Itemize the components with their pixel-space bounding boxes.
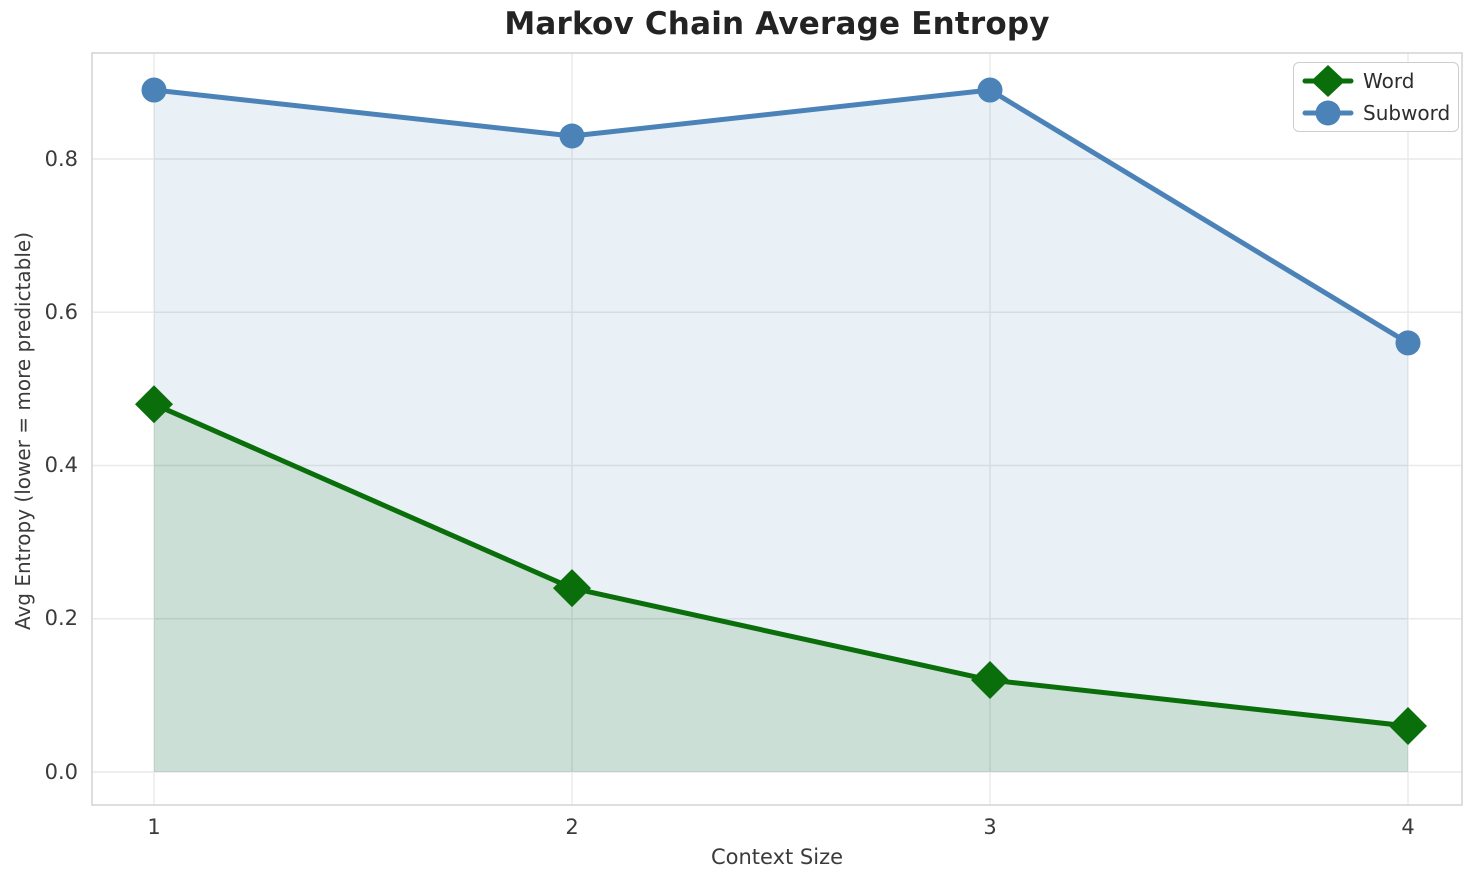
legend-label-subword: Subword	[1363, 101, 1451, 125]
plot-border	[91, 52, 1463, 806]
subword-line	[151, 87, 1411, 346]
x-tick-label: 1	[147, 815, 161, 839]
plot-area	[92, 53, 1462, 805]
y-tick-label: 0.0	[44, 759, 78, 784]
y-tick-label: 0.8	[44, 146, 78, 171]
subword-data-point	[977, 77, 1003, 103]
word-data-point	[1389, 707, 1427, 746]
y-tick-label: 0.2	[44, 606, 78, 631]
word-area-fill	[154, 404, 1408, 772]
subword-data-point	[559, 123, 585, 149]
word-data-point	[971, 661, 1009, 700]
x-tick-label: 4	[1401, 815, 1415, 839]
legend-item-word: Word	[1302, 65, 1450, 97]
x-tick-label: 2	[565, 815, 579, 839]
word-data-point	[553, 569, 591, 608]
y-tick-label: 0.6	[44, 299, 78, 324]
word-diamond-marker-icon	[1302, 65, 1354, 97]
legend-diamond-glyph	[1311, 65, 1345, 97]
chart-title: Markov Chain Average Entropy	[504, 6, 1050, 42]
x-axis-label: Context Size	[710, 845, 844, 869]
subword-data-point	[141, 77, 167, 103]
x-tick-label: 3	[983, 815, 997, 839]
word-data-point	[135, 385, 173, 424]
y-axis-label: Avg Entropy (lower = more predictable)	[11, 231, 35, 631]
subword-data-point	[1395, 330, 1421, 356]
legend-label-word: Word	[1363, 69, 1415, 93]
legend-circle-glyph	[1315, 100, 1341, 126]
legend-item-subword: Subword	[1302, 97, 1450, 129]
subword-area-fill	[154, 90, 1408, 773]
word-line	[151, 401, 1411, 729]
legend: Word Subword	[1293, 62, 1459, 132]
y-tick-label: 0.4	[44, 453, 78, 477]
subword-circle-marker-icon	[1302, 100, 1354, 126]
